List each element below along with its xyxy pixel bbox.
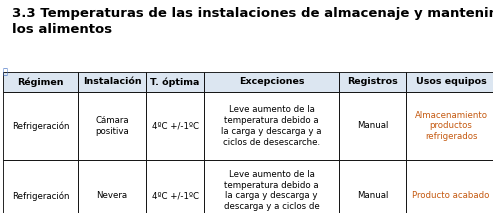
Text: Manual: Manual	[357, 191, 388, 200]
Bar	[406, 92, 493, 160]
Text: Leve aumento de la
temperatura debido a
la carga y descarga y
descarga y a ciclo: Leve aumento de la temperatura debido a …	[224, 170, 319, 213]
Text: 3.3 Temperaturas de las instalaciones de almacenaje y mantenimiento de: 3.3 Temperaturas de las instalaciones de…	[12, 7, 493, 20]
Text: Leve aumento de la
temperatura debido a
la carga y descarga y a
ciclos de desesc: Leve aumento de la temperatura debido a …	[221, 105, 322, 147]
Bar	[78, 92, 146, 160]
Bar	[78, 160, 146, 213]
Text: Instalación: Instalación	[83, 78, 141, 86]
Text: Nevera: Nevera	[97, 191, 128, 200]
Bar	[204, 92, 339, 160]
Text: Cámara
positiva: Cámara positiva	[95, 116, 129, 136]
Text: Registros: Registros	[347, 78, 398, 86]
Text: 4ºC +/-1ºC: 4ºC +/-1ºC	[151, 121, 199, 131]
Text: Almacenamiento
productos
refrigerados: Almacenamiento productos refrigerados	[415, 111, 488, 141]
Text: Manual: Manual	[357, 121, 388, 131]
Text: 4ºC +/-1ºC: 4ºC +/-1ºC	[151, 191, 199, 200]
Text: Régimen: Régimen	[17, 77, 64, 87]
Text: Refrigeración: Refrigeración	[12, 121, 69, 131]
Text: Refrigeración: Refrigeración	[12, 191, 69, 201]
Bar	[78, 72, 146, 92]
Bar	[204, 72, 339, 92]
Bar	[339, 160, 406, 213]
Bar	[339, 72, 406, 92]
Bar	[3, 72, 78, 92]
Bar	[146, 72, 204, 92]
Bar	[339, 92, 406, 160]
Bar	[406, 160, 493, 213]
Text: ⌖: ⌖	[3, 67, 8, 76]
Bar	[204, 160, 339, 213]
Text: Usos equipos: Usos equipos	[416, 78, 487, 86]
Bar	[3, 160, 78, 213]
Bar	[3, 92, 78, 160]
Bar	[146, 92, 204, 160]
Text: T. óptima: T. óptima	[150, 77, 200, 87]
Text: Producto acabado: Producto acabado	[412, 191, 490, 200]
Text: los alimentos: los alimentos	[12, 23, 112, 36]
Bar	[146, 160, 204, 213]
Text: Excepciones: Excepciones	[239, 78, 304, 86]
Bar	[406, 72, 493, 92]
